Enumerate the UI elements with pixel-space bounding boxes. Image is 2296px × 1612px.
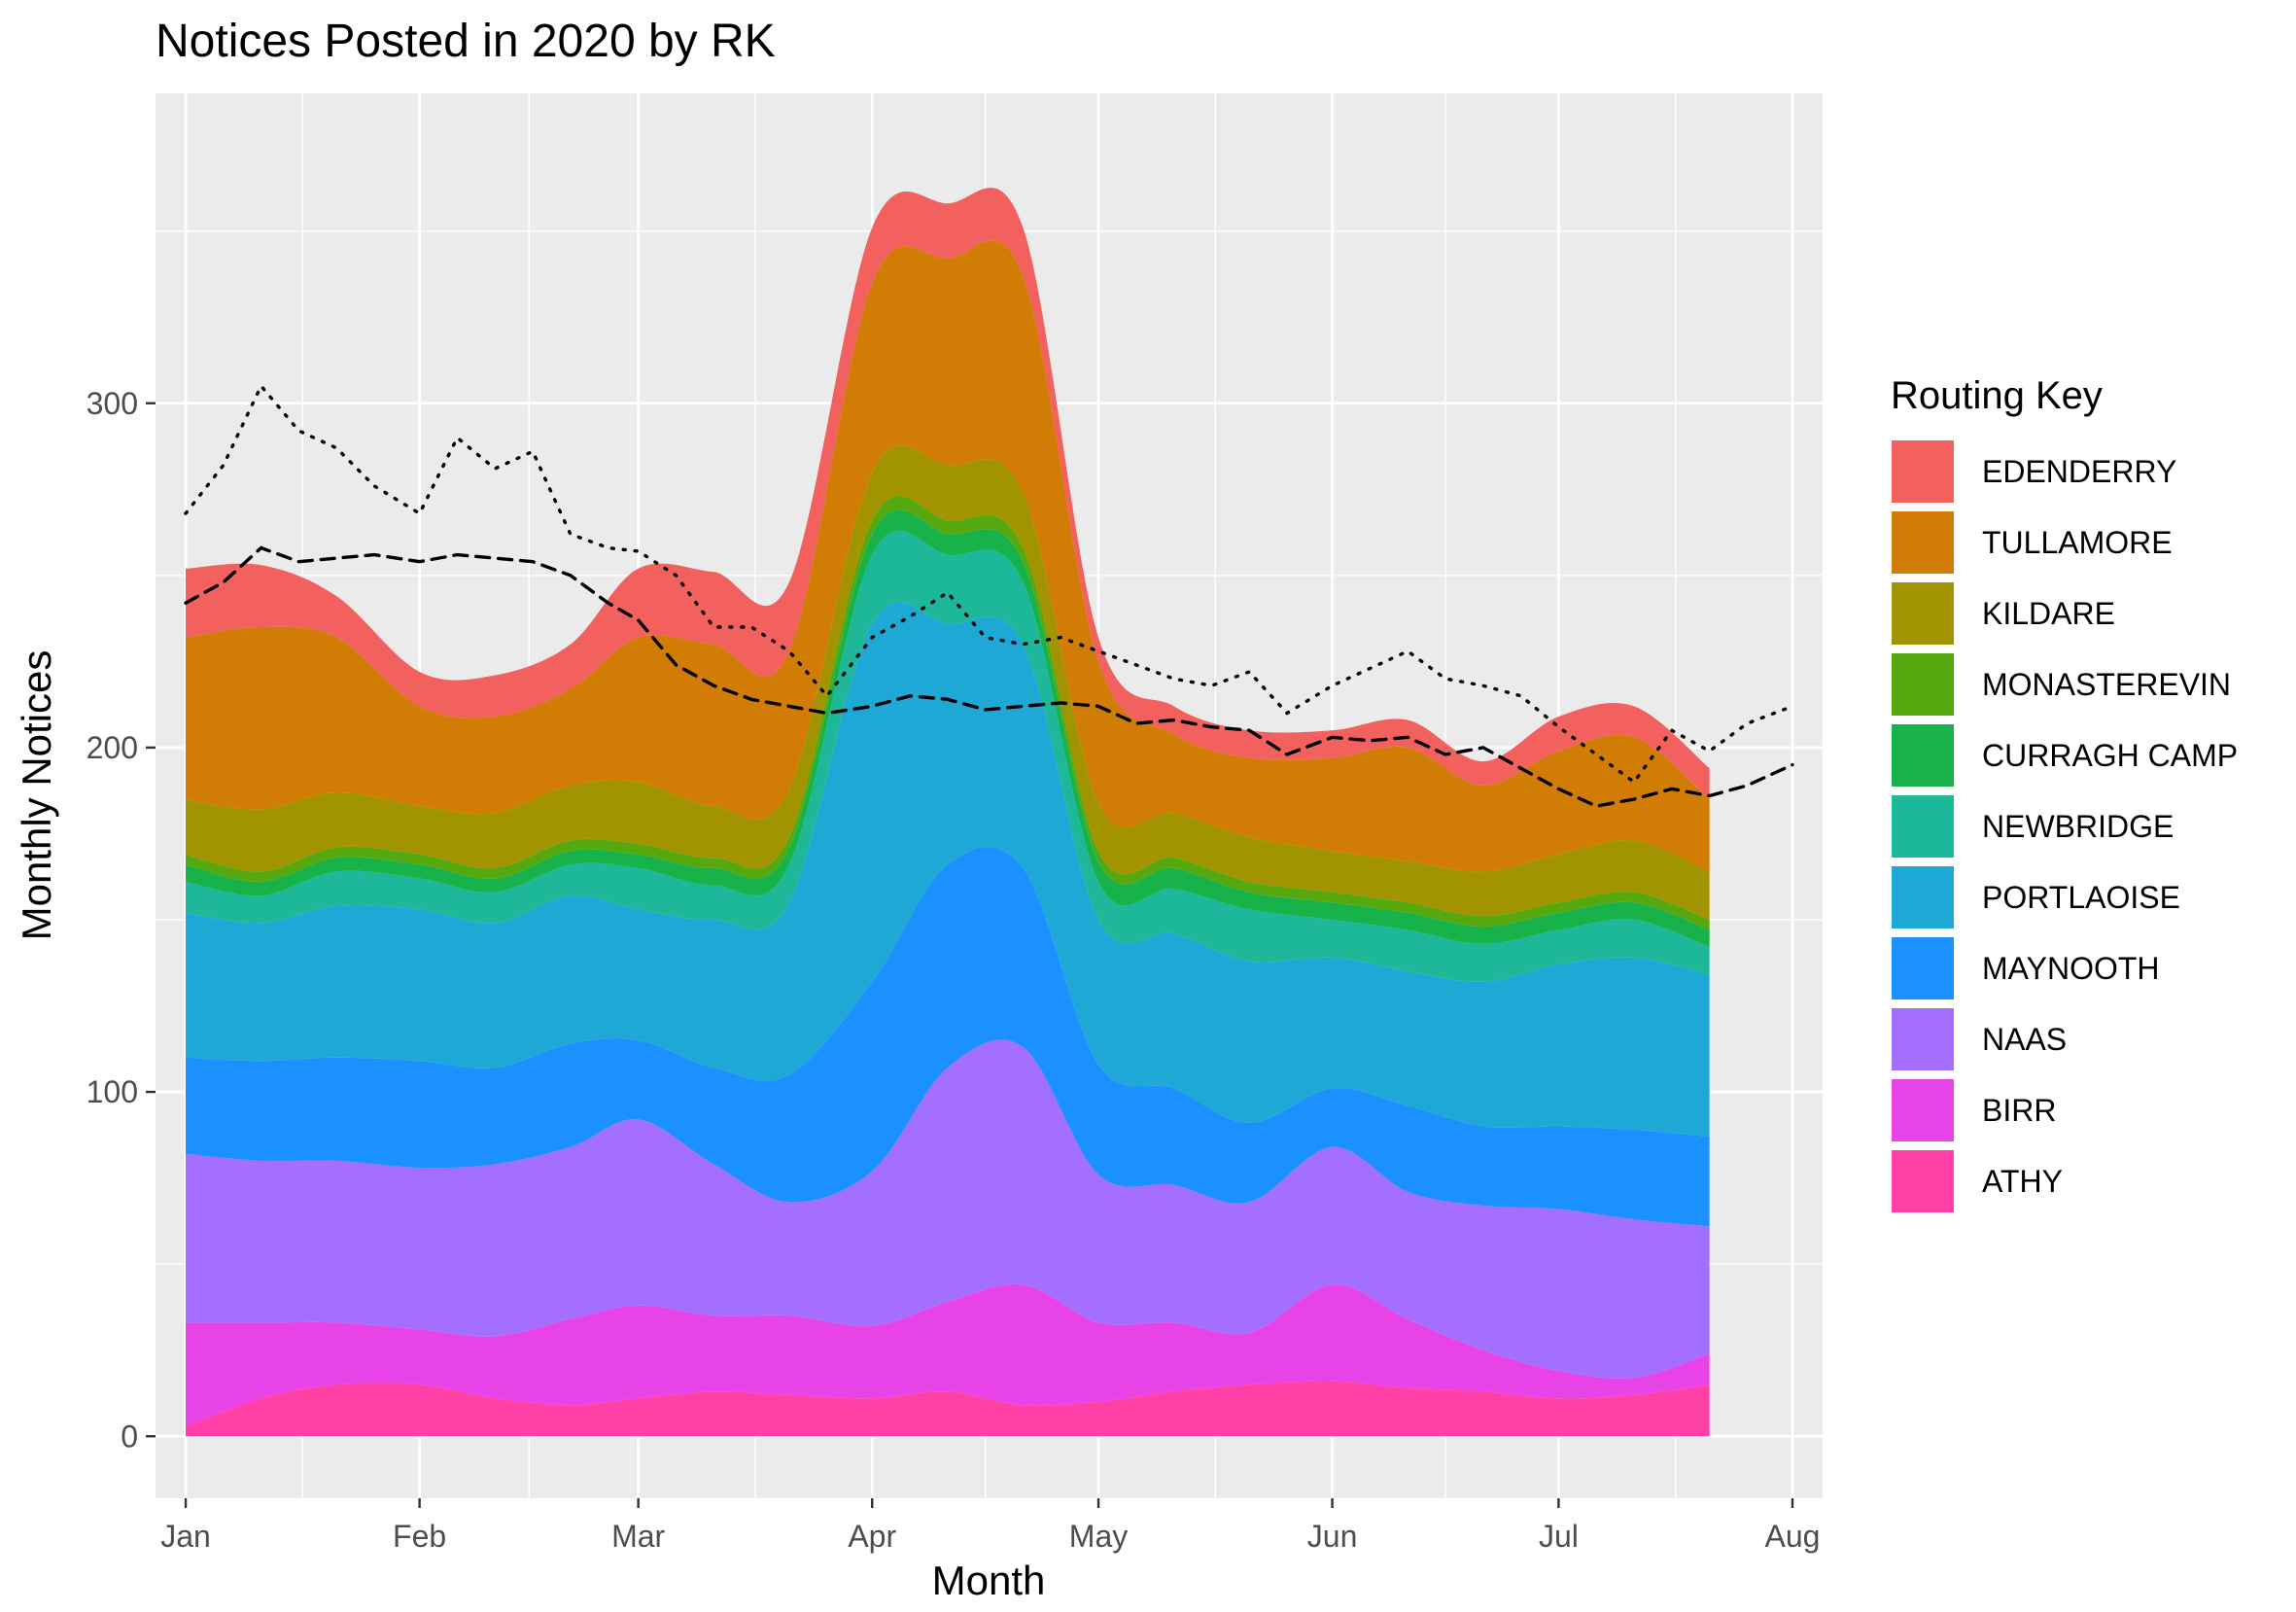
x-tick-label: Apr [848, 1519, 896, 1554]
legend-label-kildare: KILDARE [1982, 596, 2115, 631]
legend-swatch-tullamore [1890, 509, 1956, 576]
legend-title: Routing Key [1891, 374, 2103, 417]
legend-swatch-newbridge [1890, 793, 1956, 859]
x-axis-label: Month [932, 1558, 1046, 1603]
legend-label-maynooth: MAYNOOTH [1982, 951, 2160, 986]
y-tick-label: 300 [87, 386, 138, 421]
x-tick-label: Jun [1307, 1519, 1358, 1554]
legend-label-athy: ATHY [1982, 1164, 2063, 1199]
y-tick-label: 100 [87, 1074, 138, 1109]
legend-swatch-maynooth [1890, 935, 1956, 1001]
legend-label-curragh-camp: CURRAGH CAMP [1982, 738, 2238, 773]
legend-swatch-monasterevin [1890, 651, 1956, 718]
legend-label-monasterevin: MONASTEREVIN [1982, 667, 2231, 702]
legend-swatch-portlaoise [1890, 864, 1956, 930]
y-axis-label: Monthly Notices [14, 650, 59, 941]
area-tullamore [186, 240, 1710, 872]
x-tick-label: Feb [393, 1519, 446, 1554]
legend-label-edenderry: EDENDERRY [1982, 454, 2176, 489]
y-axis: 0 100 200 300 [87, 386, 156, 1454]
legend-swatch-kildare [1890, 580, 1956, 647]
legend-swatch-athy [1890, 1148, 1956, 1214]
legend-items: EDENDERRY TULLAMORE KILDARE MONASTEREVIN CUR… [1890, 438, 2238, 1214]
legend-label-portlaoise: PORTLAOISE [1982, 880, 2180, 915]
area-edenderry [186, 188, 1710, 800]
area-portlaoise [186, 602, 1710, 1138]
x-tick-label: Mar [611, 1519, 665, 1554]
y-tick-label: 200 [87, 730, 138, 765]
reference-lines [184, 382, 1794, 808]
area-naas [186, 1039, 1710, 1379]
x-tick-label: Jul [1539, 1519, 1579, 1554]
legend-swatch-birr [1890, 1077, 1956, 1143]
line-dashed [184, 545, 1794, 808]
legend-label-tullamore: TULLAMORE [1982, 525, 2173, 560]
legend-label-newbridge: NEWBRIDGE [1982, 809, 2174, 844]
legend-swatch-edenderry [1890, 438, 1956, 505]
y-tick-label: 0 [121, 1419, 138, 1454]
x-axis: Jan Feb Mar Apr May Jun Jul Aug [160, 1498, 1820, 1554]
area-athy [186, 1381, 1710, 1437]
x-tick-label: May [1069, 1519, 1128, 1554]
area-kildare [186, 445, 1710, 920]
legend-label-birr: BIRR [1982, 1093, 2056, 1128]
legend-label-naas: NAAS [1982, 1022, 2067, 1057]
stacked-areas [186, 188, 1710, 1437]
legend-swatch-curragh-camp [1890, 722, 1956, 788]
legend: Routing Key EDENDERRY TULLAMORE KILDARE MON… [1890, 374, 2238, 1214]
chart-title: Notices Posted in 2020 by RK [156, 16, 776, 67]
area-birr [186, 1283, 1710, 1426]
x-tick-label: Jan [160, 1519, 211, 1554]
area-maynooth [186, 846, 1710, 1227]
area-newbridge [186, 530, 1710, 982]
legend-swatch-naas [1890, 1006, 1956, 1072]
x-tick-label: Aug [1764, 1519, 1820, 1554]
